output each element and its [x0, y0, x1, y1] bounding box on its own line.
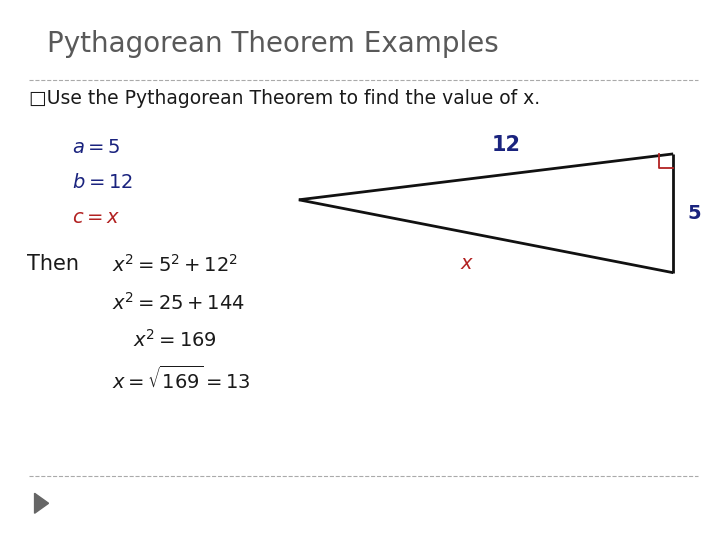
Text: Then: Then [27, 254, 79, 274]
Text: $x^2 = 5^2 + 12^2$: $x^2 = 5^2 + 12^2$ [112, 254, 238, 276]
Text: $x = \sqrt{169} = 13$: $x = \sqrt{169} = 13$ [112, 366, 251, 393]
Polygon shape [35, 493, 48, 514]
Text: □Use the Pythagorean Theorem to find the value of x.: □Use the Pythagorean Theorem to find the… [29, 89, 540, 108]
Text: $x^2 = 169$: $x^2 = 169$ [133, 329, 217, 352]
Text: $c = x$: $c = x$ [72, 208, 120, 227]
Text: 5: 5 [687, 204, 701, 223]
Text: $x^2 = 25 + 144$: $x^2 = 25 + 144$ [112, 292, 245, 314]
Text: $a = 5$: $a = 5$ [72, 138, 121, 157]
Text: 12: 12 [492, 135, 521, 155]
Text: Pythagorean Theorem Examples: Pythagorean Theorem Examples [47, 30, 498, 58]
Text: $b = 12$: $b = 12$ [72, 173, 133, 192]
Text: x: x [460, 254, 472, 273]
